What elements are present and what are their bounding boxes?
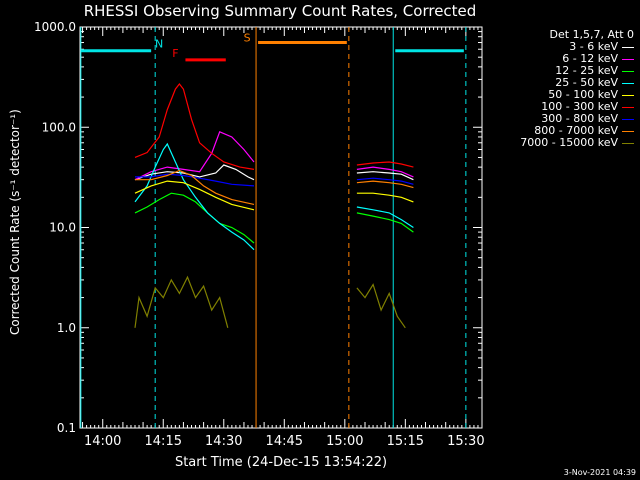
y-tick-label: 10.0 [49,221,76,235]
x-tick-label: 14:15 [145,434,182,449]
series-line-4 [134,180,255,211]
legend-item: 7000 - 15000 keV [484,137,634,149]
y-tick-label: 1000.0 [34,20,76,34]
y-tick-label: 0.1 [57,421,76,435]
legend-label: 25 - 50 keV [555,76,618,89]
legend-label: 800 - 7000 keV [534,124,618,137]
series-line-1 [134,130,255,181]
legend-header: Det 1,5,7, Att 0 [549,28,634,41]
legend-swatch [622,130,634,132]
x-tick-label: 15:30 [447,434,484,449]
legend-item: 12 - 25 keV [484,65,634,77]
series-line-5 [356,161,414,168]
legend-items: 3 - 6 keV 6 - 12 keV 12 - 25 keV 25 - 50 ke… [484,41,634,149]
legend-swatch [622,118,634,120]
series-line-8 [356,283,406,329]
y-tick-label: 1.0 [57,321,76,335]
legend-label: 50 - 100 keV [548,88,618,101]
series-line-0 [356,171,414,181]
legend-swatch [622,94,634,96]
axis-ticks [80,26,483,429]
plot-frame [79,26,483,429]
legend-label: 6 - 12 keV [562,52,618,65]
series-line-8 [134,275,229,328]
x-tick-label: 14:00 [84,434,121,449]
legend-label: 12 - 25 keV [555,64,618,77]
legend-item: 100 - 300 keV [484,101,634,113]
series-lines [134,83,414,329]
chart-title: RHESSI Observing Summary Count Rates, Co… [83,2,477,20]
x-tick-label: 14:30 [205,434,242,449]
legend-label: 300 - 800 keV [541,112,618,125]
state-label: F [172,47,178,60]
x-tick-label: 15:00 [326,434,363,449]
footer-timestamp: 3-Nov-2021 04:39 [563,468,636,477]
series-line-3 [356,206,414,229]
legend: Det 1,5,7, Att 0 3 - 6 keV 6 - 12 keV 12 -… [484,28,634,149]
series-line-5 [134,83,255,170]
legend-swatch [622,58,634,60]
legend-label: 3 - 6 keV [569,40,618,53]
legend-item: 3 - 6 keV [484,41,634,53]
series-line-4 [356,192,414,203]
legend-swatch [622,46,634,48]
series-line-2 [134,192,255,244]
plot-border [79,26,483,429]
legend-item: 25 - 50 keV [484,77,634,89]
series-line-0 [134,164,255,181]
series-line-6 [135,173,255,187]
legend-swatch [622,82,634,84]
legend-item: 6 - 12 keV [484,53,634,65]
x-axis-label: Start Time (24-Dec-15 13:54:22) [174,455,388,470]
series-line-7 [135,169,255,205]
series-line-2 [356,212,414,233]
legend-item: 300 - 800 keV [484,113,634,125]
legend-label: 100 - 300 keV [541,100,618,113]
state-label: N [155,38,163,51]
legend-swatch [622,70,634,72]
legend-label: 7000 - 15000 keV [520,136,618,149]
y-tick-label: 100.0 [42,120,76,134]
tick-labels: 0.1 1.0 10.0 100.0 1000.0 14:00 14:15 14:30 14:4… [34,20,485,449]
series-line-6 [356,177,414,185]
state-bars [80,41,464,62]
series-line-1 [356,166,414,178]
series-line-3 [134,142,255,251]
y-axis-label: Corrected Count Rate (s⁻¹ detector⁻¹) [8,109,22,335]
legend-item: 50 - 100 keV [484,89,634,101]
legend-swatch [622,106,634,108]
legend-item: 800 - 7000 keV [484,125,634,137]
x-tick-label: 15:15 [387,434,424,449]
series-line-7 [356,180,414,189]
state-label: S [244,32,251,45]
legend-swatch [622,142,634,144]
x-tick-label: 14:45 [266,434,303,449]
vertical-markers [80,27,467,428]
